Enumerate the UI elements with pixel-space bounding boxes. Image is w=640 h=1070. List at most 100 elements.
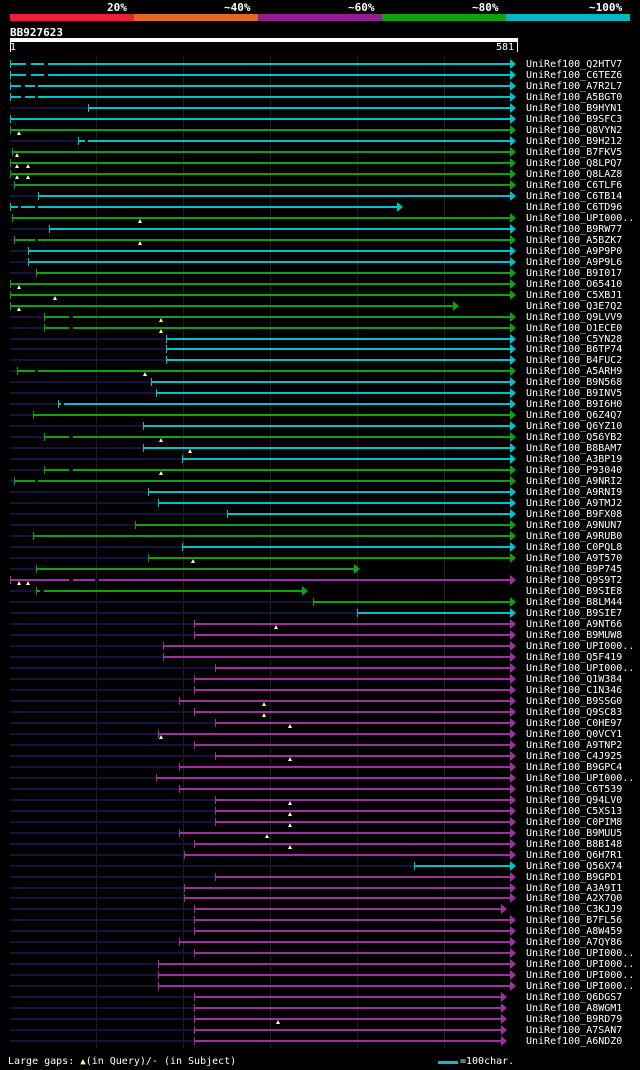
hit-label[interactable]: UniRef100_A9P9L6 bbox=[526, 256, 623, 268]
hit-label[interactable]: UniRef100_A5BZK7 bbox=[526, 234, 623, 246]
hit-alignment-bar[interactable] bbox=[178, 787, 510, 790]
hit-label[interactable]: UniRef100_A9RNI9 bbox=[526, 487, 623, 499]
hit-label[interactable]: UniRef100_B9P745 bbox=[526, 564, 623, 576]
hit-alignment-bar[interactable] bbox=[135, 524, 510, 527]
hit-label[interactable]: UniRef100_A8WGM1 bbox=[526, 1003, 623, 1015]
hit-alignment-bar[interactable] bbox=[58, 403, 510, 406]
hit-label[interactable]: UniRef100_B9FX08 bbox=[526, 509, 623, 521]
hit-alignment-bar[interactable] bbox=[33, 414, 510, 417]
hit-label[interactable]: UniRef100_Q1W384 bbox=[526, 673, 623, 685]
hit-label[interactable]: UniRef100_Q8LPQ7 bbox=[526, 157, 623, 169]
hit-alignment-bar[interactable] bbox=[178, 941, 510, 944]
hit-alignment-bar[interactable] bbox=[184, 897, 510, 900]
hit-alignment-bar[interactable] bbox=[313, 601, 510, 604]
hit-alignment-bar[interactable] bbox=[11, 216, 510, 219]
hit-label[interactable]: UniRef100_A2X7Q0 bbox=[526, 893, 623, 905]
hit-alignment-bar[interactable] bbox=[35, 271, 510, 274]
hit-label[interactable]: UniRef100_A9T570 bbox=[526, 553, 623, 565]
hit-label[interactable]: UniRef100_O1ECE0 bbox=[526, 322, 623, 334]
hit-alignment-bar[interactable] bbox=[142, 447, 510, 450]
hit-alignment-bar[interactable] bbox=[11, 150, 510, 153]
hit-label[interactable]: UniRef100_Q6DGS7 bbox=[526, 992, 623, 1004]
hit-label[interactable]: UniRef100_UPI000.. bbox=[526, 959, 635, 971]
hit-alignment-bar[interactable] bbox=[16, 370, 510, 373]
hit-alignment-bar[interactable] bbox=[10, 73, 510, 76]
hit-label[interactable]: UniRef100_Q9LVV9 bbox=[526, 311, 623, 323]
hit-alignment-bar[interactable] bbox=[181, 546, 510, 549]
hit-alignment-bar[interactable] bbox=[10, 128, 510, 131]
hit-label[interactable]: UniRef100_Q56YB2 bbox=[526, 432, 623, 444]
hit-label[interactable]: UniRef100_Q0VCY1 bbox=[526, 728, 623, 740]
hit-label[interactable]: UniRef100_B9RD79 bbox=[526, 1014, 623, 1026]
hit-alignment-bar[interactable] bbox=[14, 183, 510, 186]
hit-label[interactable]: UniRef100_B9H212 bbox=[526, 135, 623, 147]
hit-label[interactable]: UniRef100_Q94LV0 bbox=[526, 794, 623, 806]
hit-label[interactable]: UniRef100_B9SIE7 bbox=[526, 608, 623, 619]
hit-label[interactable]: UniRef100_A3A9I1 bbox=[526, 882, 623, 894]
hit-label[interactable]: UniRef100_A9NT66 bbox=[526, 618, 623, 630]
hit-label[interactable]: UniRef100_Q56X74 bbox=[526, 860, 623, 872]
hit-alignment-bar[interactable] bbox=[10, 304, 454, 307]
hit-label[interactable]: UniRef100_B7FL56 bbox=[526, 915, 623, 927]
hit-alignment-bar[interactable] bbox=[43, 469, 510, 472]
hit-label[interactable]: UniRef100_B7FKV5 bbox=[526, 146, 623, 158]
hit-label[interactable]: UniRef100_A5ARH9 bbox=[526, 366, 623, 378]
hit-alignment-bar[interactable] bbox=[155, 392, 510, 395]
hit-label[interactable]: UniRef100_B9N568 bbox=[526, 377, 623, 389]
hit-label[interactable]: UniRef100_Q9S9T2 bbox=[526, 575, 623, 587]
hit-label[interactable]: UniRef100_A9RUB0 bbox=[526, 531, 623, 543]
hit-alignment-bar[interactable] bbox=[14, 238, 510, 241]
hit-label[interactable]: UniRef100_P93040 bbox=[526, 465, 623, 477]
hit-label[interactable]: UniRef100_O65410 bbox=[526, 278, 623, 290]
hit-alignment-bar[interactable] bbox=[43, 315, 510, 318]
hit-alignment-bar[interactable] bbox=[10, 282, 510, 285]
hit-alignment-bar[interactable] bbox=[194, 952, 510, 955]
hit-alignment-bar[interactable] bbox=[194, 633, 510, 636]
hit-alignment-bar[interactable] bbox=[215, 754, 510, 757]
hit-alignment-bar[interactable] bbox=[78, 139, 510, 142]
hit-alignment-bar[interactable] bbox=[194, 622, 510, 625]
hit-alignment-bar[interactable] bbox=[158, 985, 510, 988]
hit-alignment-bar[interactable] bbox=[194, 688, 510, 691]
hit-alignment-bar[interactable] bbox=[43, 326, 510, 329]
hit-label[interactable]: UniRef100_Q6YZ10 bbox=[526, 421, 623, 433]
hit-label[interactable]: UniRef100_A9NRI2 bbox=[526, 476, 623, 488]
hit-alignment-bar[interactable] bbox=[166, 337, 510, 340]
hit-alignment-bar[interactable] bbox=[215, 820, 510, 823]
hit-label[interactable]: UniRef100_B9INV5 bbox=[526, 388, 623, 400]
hit-alignment-bar[interactable] bbox=[10, 63, 510, 65]
hit-label[interactable]: UniRef100_B9GPD1 bbox=[526, 871, 623, 883]
hit-label[interactable]: UniRef100_B9RW77 bbox=[526, 223, 623, 235]
hit-alignment-bar[interactable] bbox=[158, 963, 510, 966]
hit-alignment-bar[interactable] bbox=[215, 721, 510, 724]
hit-alignment-bar[interactable] bbox=[158, 502, 510, 505]
hit-alignment-bar[interactable] bbox=[356, 612, 510, 614]
hit-label[interactable]: UniRef100_Q3E7Q2 bbox=[526, 300, 623, 312]
hit-label[interactable]: UniRef100_A3BP19 bbox=[526, 454, 623, 466]
hit-alignment-bar[interactable] bbox=[194, 677, 510, 680]
hit-label[interactable]: UniRef100_B4FUC2 bbox=[526, 355, 623, 367]
hit-alignment-bar[interactable] bbox=[178, 699, 510, 702]
hit-alignment-bar[interactable] bbox=[155, 776, 510, 779]
hit-label[interactable]: UniRef100_B9HYN1 bbox=[526, 102, 623, 114]
hit-label[interactable]: UniRef100_UPI000.. bbox=[526, 662, 635, 674]
hit-alignment-bar[interactable] bbox=[194, 1040, 501, 1043]
hit-label[interactable]: UniRef100_UPI000.. bbox=[526, 981, 635, 993]
hit-alignment-bar[interactable] bbox=[166, 359, 510, 362]
hit-alignment-bar[interactable] bbox=[215, 798, 510, 801]
hit-alignment-bar[interactable] bbox=[150, 381, 510, 384]
hit-label[interactable]: UniRef100_Q8LAZ8 bbox=[526, 168, 623, 180]
hit-alignment-bar[interactable] bbox=[194, 1029, 501, 1032]
hit-label[interactable]: UniRef100_C5XS13 bbox=[526, 805, 623, 817]
hit-alignment-bar[interactable] bbox=[10, 161, 510, 164]
hit-alignment-bar[interactable] bbox=[194, 908, 501, 911]
hit-label[interactable]: UniRef100_A9NUN7 bbox=[526, 520, 623, 532]
hit-alignment-bar[interactable] bbox=[158, 974, 510, 977]
hit-label[interactable]: UniRef100_Q5F419 bbox=[526, 651, 623, 663]
hit-alignment-bar[interactable] bbox=[215, 666, 510, 669]
hit-label[interactable]: UniRef100_C0PQL8 bbox=[526, 542, 623, 554]
hit-alignment-bar[interactable] bbox=[10, 579, 510, 582]
hit-label[interactable]: UniRef100_A6NDZ0 bbox=[526, 1036, 623, 1048]
hit-alignment-bar[interactable] bbox=[178, 765, 510, 768]
hit-alignment-bar[interactable] bbox=[48, 227, 510, 230]
